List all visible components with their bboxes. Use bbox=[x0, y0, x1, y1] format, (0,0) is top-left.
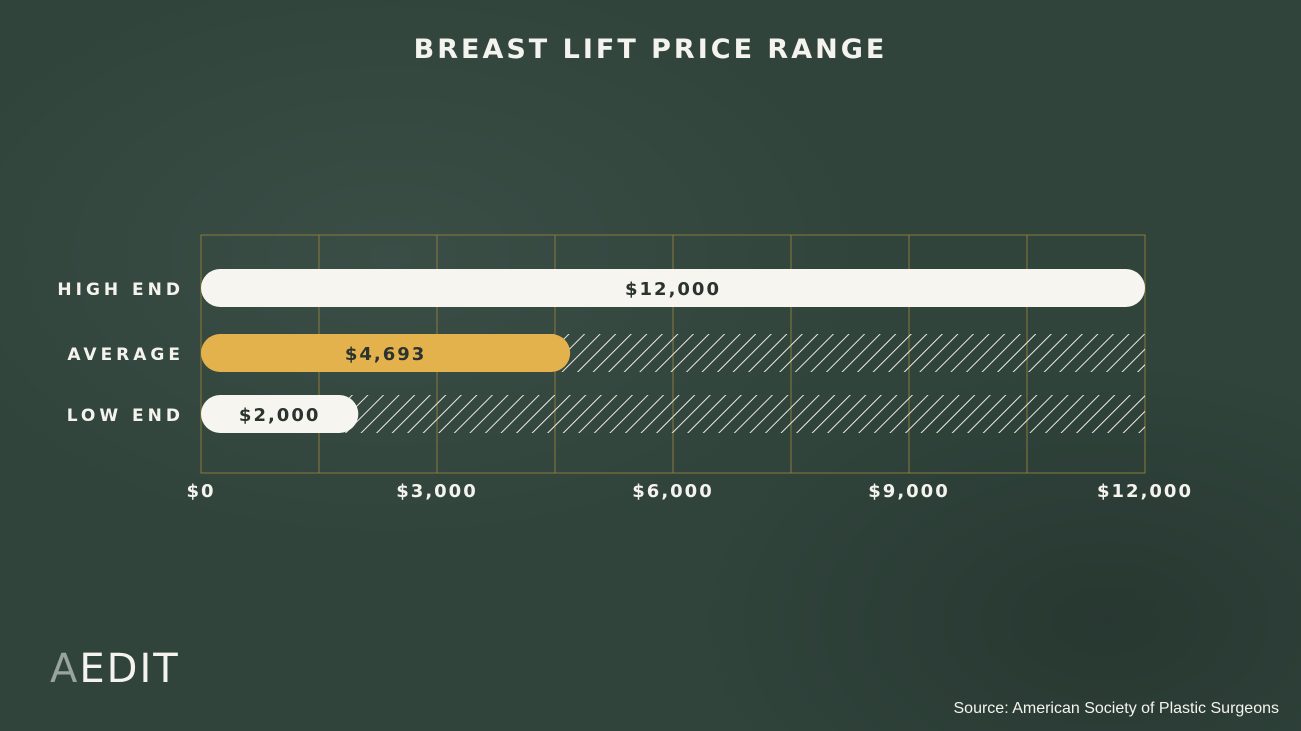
bar-average bbox=[201, 334, 571, 372]
category-label: LOW END bbox=[67, 406, 184, 426]
bar-value-label: $4,693 bbox=[345, 344, 426, 365]
source-note: Source: American Society of Plastic Surg… bbox=[953, 700, 1280, 717]
logo-first-letter: A bbox=[50, 646, 80, 692]
bar-high-end bbox=[201, 269, 1145, 307]
x-tick-label: $9,000 bbox=[868, 481, 949, 502]
bar-remainder bbox=[339, 395, 1145, 433]
bar-low-end bbox=[201, 395, 359, 433]
bar-value-label: $12,000 bbox=[625, 279, 721, 300]
category-label: AVERAGE bbox=[67, 345, 184, 365]
chart-title: BREAST LIFT PRICE RANGE bbox=[413, 34, 888, 65]
aedit-logo: AEDIT bbox=[50, 646, 180, 692]
x-tick-label: $12,000 bbox=[1097, 481, 1193, 502]
bar-value-label: $2,000 bbox=[239, 405, 320, 426]
x-tick-label: $3,000 bbox=[396, 481, 477, 502]
logo-rest: EDIT bbox=[79, 646, 180, 692]
category-label: HIGH END bbox=[57, 280, 184, 300]
x-tick-label: $6,000 bbox=[632, 481, 713, 502]
bars bbox=[201, 269, 1145, 433]
labels: $12,000 HIGH END $4,693 AVERAGE $2,000 LOW EN… bbox=[57, 279, 1193, 502]
bar-remainder bbox=[551, 334, 1145, 372]
x-tick-label: $0 bbox=[186, 481, 215, 502]
